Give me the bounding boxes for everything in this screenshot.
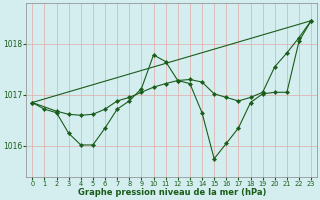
X-axis label: Graphe pression niveau de la mer (hPa): Graphe pression niveau de la mer (hPa) — [77, 188, 266, 197]
